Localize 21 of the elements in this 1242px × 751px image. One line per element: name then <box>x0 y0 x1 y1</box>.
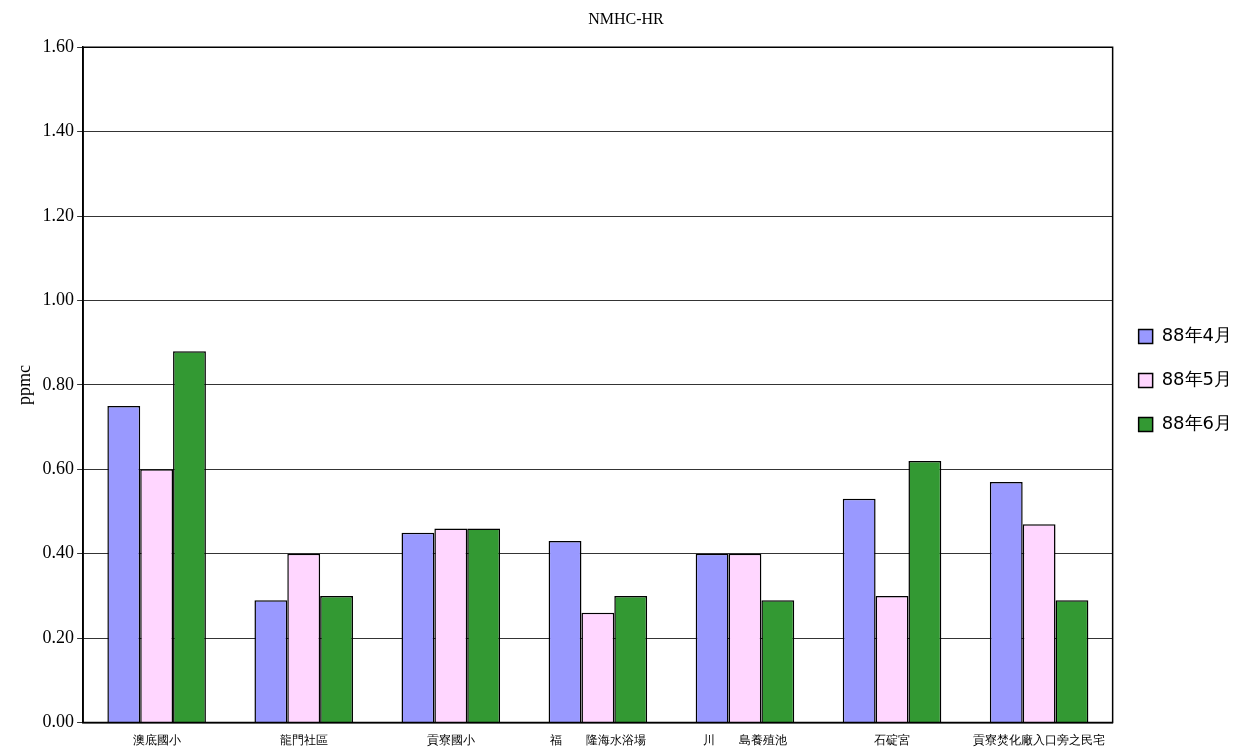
chart-title: NMHC-HR <box>588 9 665 27</box>
y-tick-label: 1.60 <box>42 35 75 56</box>
x-tick-label: 貢寮焚化廠入口旁之民宅 <box>973 732 1106 747</box>
x-tick-label: 澳底國小 <box>132 732 181 747</box>
y-tick-label: 0.40 <box>42 542 75 563</box>
x-tick-label: 龍門社區 <box>279 732 328 747</box>
y-tick-label: 0.80 <box>42 373 75 394</box>
y-tick-label: 1.00 <box>42 289 75 310</box>
x-tick-label: 川 島養殖池 <box>702 732 787 747</box>
y-tick-label: 0.60 <box>42 458 75 479</box>
legend-label: 88年4月 <box>1161 324 1232 346</box>
legend-label: 88年5月 <box>1161 368 1232 390</box>
y-tick-label: 0.00 <box>42 711 75 732</box>
y-tick-label: 1.40 <box>42 120 75 141</box>
x-tick-label: 石碇宮 <box>874 732 911 747</box>
x-tick-label: 福 隆海水浴場 <box>549 732 646 747</box>
y-axis-title: ppmc <box>13 364 34 405</box>
y-tick-label: 0.20 <box>42 626 75 647</box>
x-tick-label: 貢寮國小 <box>426 732 475 747</box>
legend-label: 88年6月 <box>1161 412 1232 434</box>
y-tick-label: 1.20 <box>42 204 75 225</box>
